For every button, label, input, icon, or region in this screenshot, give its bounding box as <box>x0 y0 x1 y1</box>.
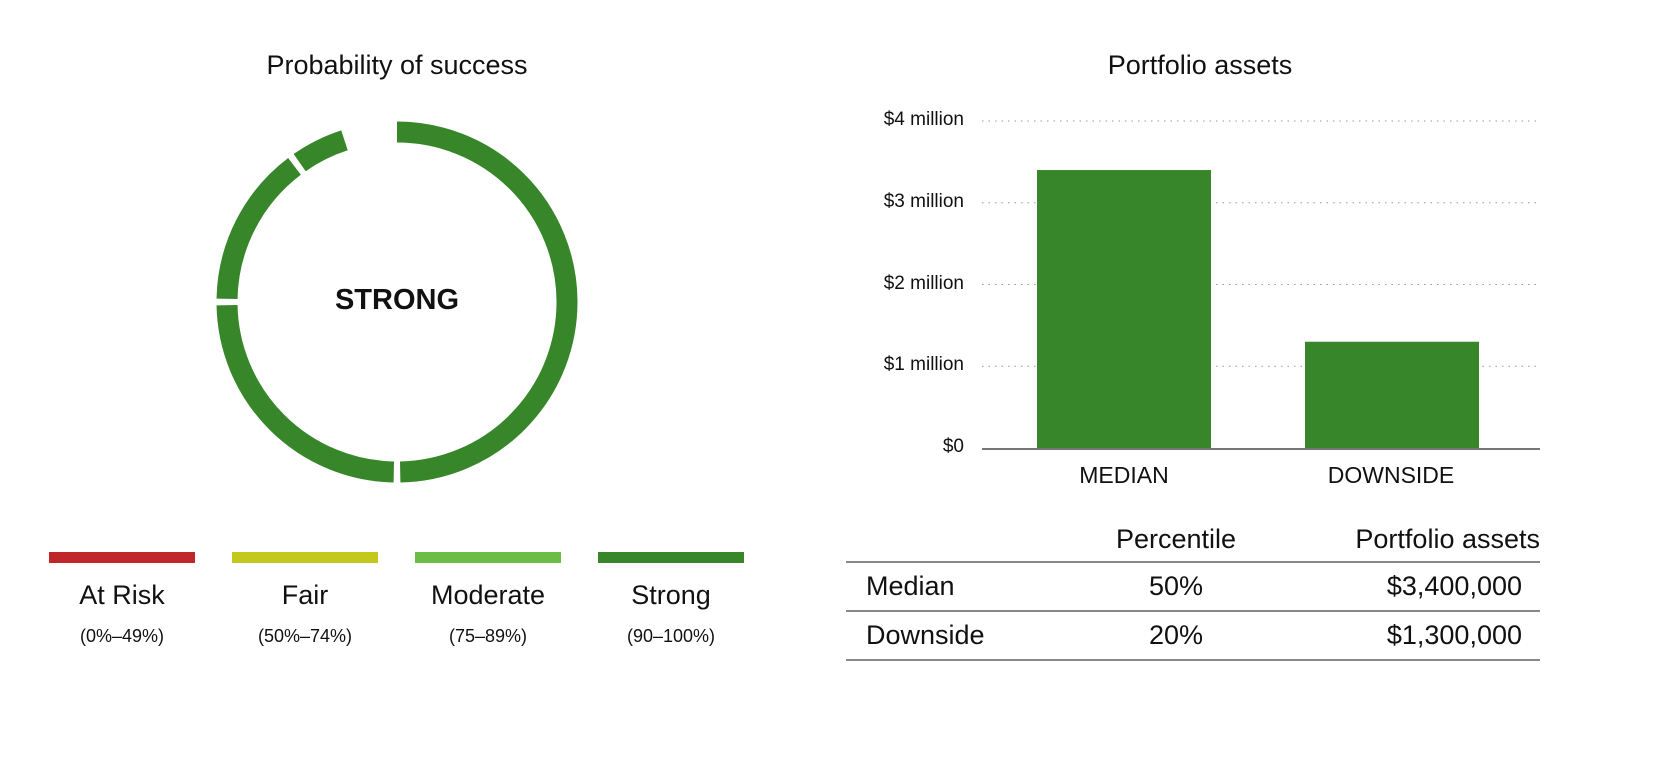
col-header-percentile: Percentile <box>1046 522 1306 563</box>
legend-swatch-at-risk <box>49 552 195 563</box>
row-assets: $3,400,000 <box>1306 562 1540 612</box>
legend-range: (90–100%) <box>626 626 716 646</box>
legend-label: Moderate <box>430 580 546 610</box>
donut-segment <box>216 304 395 483</box>
probability-title: Probability of success <box>266 50 528 80</box>
legend-label: Strong <box>631 580 711 610</box>
y-tick-label: $3 million <box>883 190 964 212</box>
status-label: STRONG <box>334 284 460 316</box>
row-percentile: 20% <box>1046 611 1306 661</box>
row-assets: $1,300,000 <box>1306 611 1540 661</box>
bar-downside <box>1305 341 1479 448</box>
legend-swatch-moderate <box>415 552 561 563</box>
donut-segment <box>396 121 578 483</box>
y-tick-label: $0 <box>942 436 964 457</box>
portfolio-bar-chart <box>982 120 1540 450</box>
row-percentile: 50% <box>1046 562 1306 612</box>
legend-range: (0%–49%) <box>79 626 165 646</box>
y-tick-label: $4 million <box>883 109 964 130</box>
donut-segment <box>216 158 301 300</box>
col-header-assets: Portfolio assets <box>1306 522 1540 563</box>
percentile-table: Percentile Portfolio assets Median 50% $… <box>846 522 1540 661</box>
table-row: Downside 20% $1,300,000 <box>846 611 1540 661</box>
probability-donut <box>216 121 578 483</box>
x-label-downside: DOWNSIDE <box>1327 462 1455 488</box>
legend-swatch-strong <box>598 552 744 563</box>
portfolio-title: Portfolio assets <box>1107 50 1293 80</box>
legend-swatch-fair <box>232 552 378 563</box>
y-tick-label: $2 million <box>883 272 964 294</box>
legend-range: (50%–74%) <box>257 626 353 646</box>
table-row: Median 50% $3,400,000 <box>846 562 1540 612</box>
legend-label: Fair <box>281 580 329 610</box>
table-header-row: Percentile Portfolio assets <box>846 522 1540 563</box>
donut-segment <box>293 130 348 172</box>
x-label-median: MEDIAN <box>1079 462 1169 488</box>
row-label: Downside <box>846 611 1046 661</box>
y-tick-label: $1 million <box>883 354 964 376</box>
legend-label: At Risk <box>79 580 165 610</box>
col-header-blank <box>846 522 1046 563</box>
row-label: Median <box>846 562 1046 612</box>
bar-median <box>1037 170 1211 449</box>
legend-range: (75–89%) <box>448 626 528 646</box>
